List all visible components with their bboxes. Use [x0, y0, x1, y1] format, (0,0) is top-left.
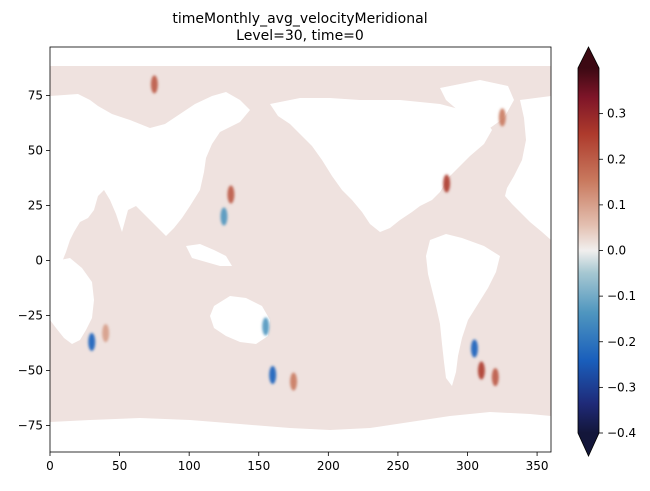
x-axis: 0 50 100 150 200 250 300 350 — [46, 452, 549, 473]
x-tick-label: 200 — [317, 459, 340, 473]
x-tick-label: 300 — [456, 459, 479, 473]
velocity-feature — [88, 332, 96, 351]
velocity-feature — [477, 361, 485, 380]
colorbar-tick-label: −0.4 — [607, 426, 636, 440]
velocity-feature — [227, 185, 235, 204]
y-tick-label: 25 — [28, 198, 43, 212]
y-tick-label: −25 — [18, 309, 43, 323]
land-greenland — [440, 80, 514, 128]
land-north-pole — [50, 47, 551, 66]
colorbar-tick-label: −0.2 — [607, 335, 636, 349]
velocity-feature — [491, 368, 499, 387]
x-tick-label: 100 — [178, 459, 201, 473]
x-tick-label: 150 — [247, 459, 270, 473]
land-africa-south — [50, 258, 94, 344]
velocity-feature — [262, 317, 270, 336]
colorbar-tick-label: 0.3 — [607, 107, 626, 121]
y-tick-label: 50 — [28, 143, 43, 157]
colorbar-tick-label: 0.1 — [607, 198, 626, 212]
velocity-feature — [150, 75, 158, 94]
field-layer — [50, 47, 551, 452]
y-tick-label: −50 — [18, 364, 43, 378]
colorbar-tick-label: −0.1 — [607, 289, 636, 303]
y-tick-label: 0 — [35, 254, 43, 268]
velocity-feature — [102, 324, 110, 343]
velocity-feature — [290, 372, 298, 391]
x-tick-label: 250 — [386, 459, 409, 473]
plot-area — [49, 46, 552, 453]
land-west-europe-africa-east — [505, 96, 551, 240]
land-australia — [210, 296, 270, 344]
y-axis: −75 −50 −25 0 25 50 75 — [18, 88, 50, 433]
colorbar-tick-label: 0.0 — [607, 244, 626, 258]
x-tick-label: 350 — [526, 459, 549, 473]
y-tick-label: 75 — [28, 88, 43, 102]
colorbar-tick-label: 0.2 — [607, 152, 626, 166]
velocity-feature — [498, 108, 506, 127]
land-north-america — [270, 98, 492, 232]
x-tick-label: 0 — [46, 459, 54, 473]
colorbar-top-extension — [578, 47, 599, 68]
velocity-feature — [220, 207, 228, 226]
colorbar-tick-label: −0.3 — [607, 380, 636, 394]
velocity-feature — [269, 365, 277, 384]
land-eurasia-africa — [50, 92, 250, 262]
velocity-features — [88, 75, 506, 391]
velocity-feature — [470, 339, 478, 358]
colorbar-body — [578, 68, 599, 433]
colorbar-bottom-extension — [578, 433, 599, 456]
land-indonesia — [186, 244, 232, 266]
colorbar-ticks: 0.3 0.2 0.1 0.0 −0.1 −0.2 −0.3 −0.4 — [599, 107, 636, 440]
plot-frame — [49, 46, 552, 453]
chart-subtitle: Level=30, time=0 — [236, 28, 364, 44]
land-antarctica — [50, 412, 551, 452]
velocity-feature — [443, 174, 451, 193]
chart-title: timeMonthly_avg_velocityMeridional — [172, 11, 427, 27]
colorbar: 0.3 0.2 0.1 0.0 −0.1 −0.2 −0.3 −0.4 — [577, 46, 636, 457]
y-tick-label: −75 — [18, 419, 43, 433]
colorbar-outline — [577, 46, 600, 457]
land-south-america — [426, 234, 500, 386]
x-tick-label: 50 — [112, 459, 127, 473]
